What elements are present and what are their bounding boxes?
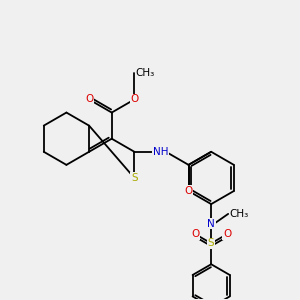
Text: CH₃: CH₃	[136, 68, 155, 78]
Text: CH₃: CH₃	[230, 209, 249, 219]
Text: S: S	[131, 173, 138, 183]
Text: S: S	[208, 238, 214, 248]
Text: O: O	[85, 94, 93, 104]
Text: O: O	[184, 186, 193, 196]
Text: O: O	[191, 229, 200, 239]
Text: NH: NH	[153, 147, 168, 157]
Text: N: N	[207, 219, 215, 229]
Text: O: O	[130, 94, 139, 104]
Text: O: O	[223, 229, 231, 239]
